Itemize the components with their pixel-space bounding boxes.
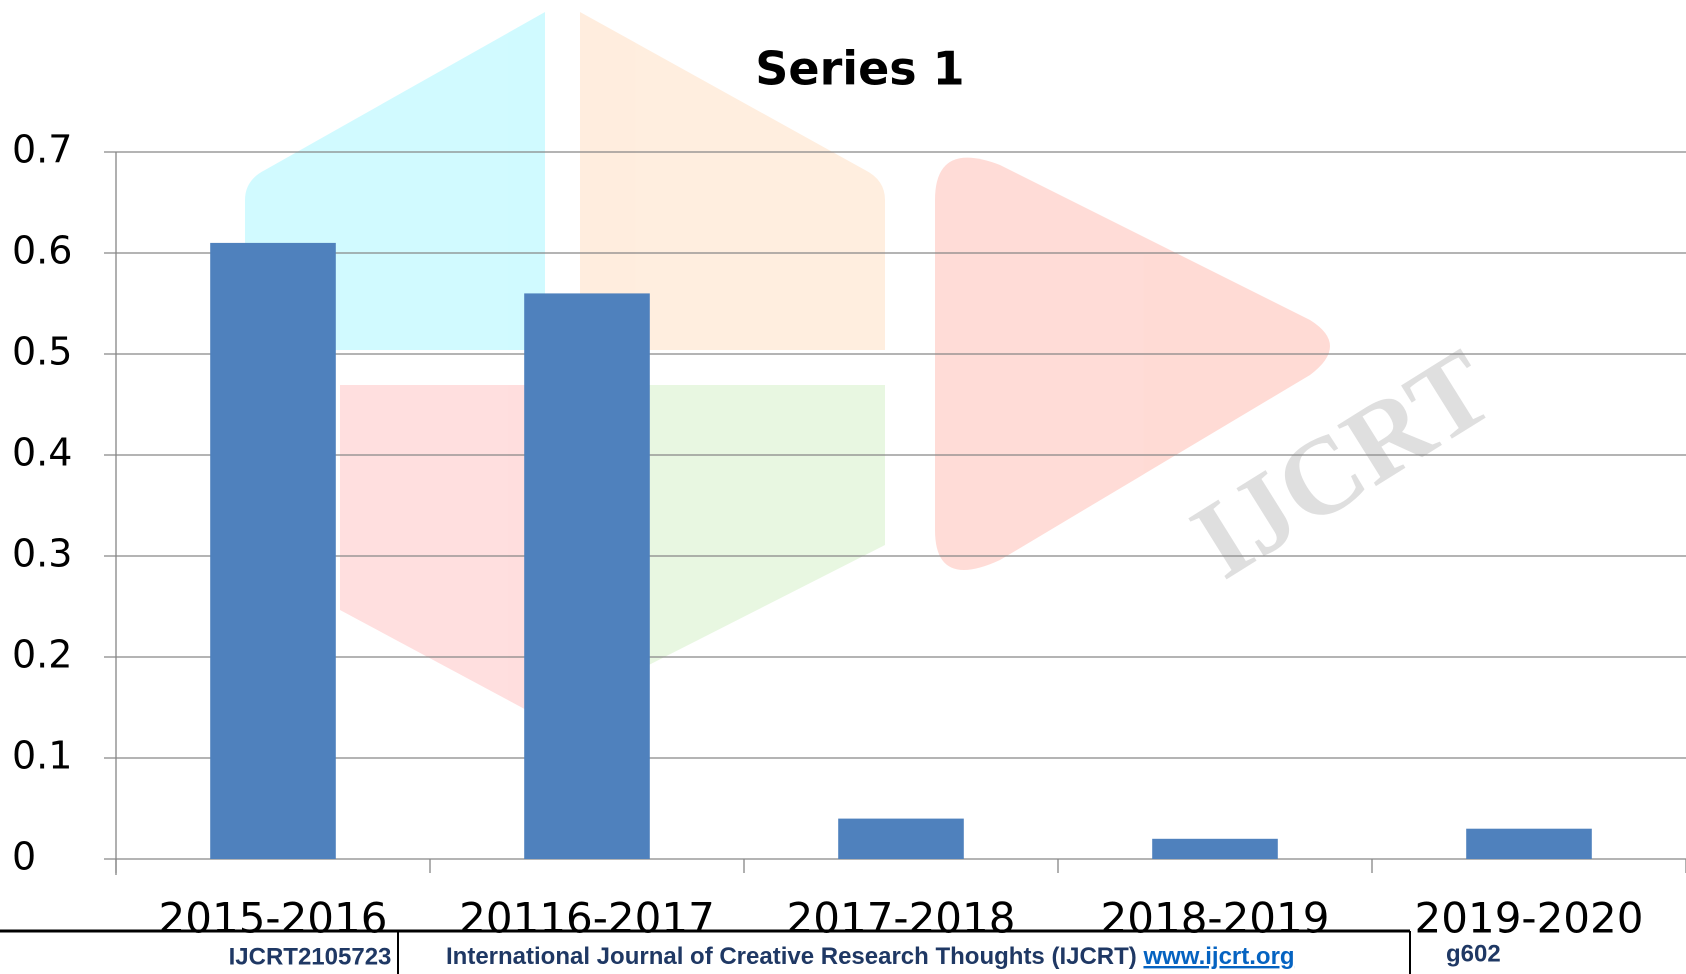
y-tick-label: 0.1 <box>12 734 72 778</box>
y-tick-label: 0 <box>12 835 36 879</box>
footer-page: g602 <box>1446 940 1501 967</box>
y-tick-label: 0.4 <box>12 431 72 475</box>
bar <box>1152 839 1278 859</box>
y-tick-label: 0.2 <box>12 633 72 677</box>
x-tick-label: 2017-2018 <box>787 894 1016 943</box>
footer-journal: International Journal of Creative Resear… <box>446 943 1295 970</box>
footer-id: IJCRT2105723 <box>229 943 392 970</box>
bar <box>1466 829 1592 859</box>
y-tick-label: 0.7 <box>12 128 72 172</box>
y-tick-label: 0.5 <box>12 330 72 374</box>
x-tick-label: 20116-2017 <box>459 894 715 943</box>
bar <box>524 293 650 859</box>
journal-name: International Journal of Creative Resear… <box>446 943 1137 970</box>
y-tick-label: 0.3 <box>12 532 72 576</box>
x-tick-label: 2015-2016 <box>159 894 388 943</box>
chart: IJCRT Series 1 IJCRT2105723 Internationa… <box>0 0 1686 974</box>
chart-title: Series 1 <box>755 42 964 96</box>
x-tick-label: 2018-2019 <box>1101 894 1330 943</box>
bar <box>210 243 336 859</box>
bar <box>838 819 964 859</box>
footer-link[interactable]: www.ijcrt.org <box>1142 943 1294 970</box>
watermark: IJCRT <box>245 12 1513 720</box>
x-tick-label: 2019-2020 <box>1415 894 1644 943</box>
y-tick-label: 0.6 <box>12 229 72 273</box>
